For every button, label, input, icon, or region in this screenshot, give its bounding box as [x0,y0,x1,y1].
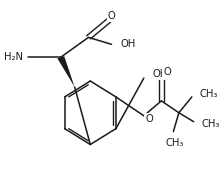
Text: O: O [163,67,171,77]
Text: OH: OH [121,39,136,49]
Text: CH₃: CH₃ [201,119,219,129]
Text: CH₃: CH₃ [199,89,217,99]
Text: OH: OH [152,69,167,79]
Polygon shape [57,56,75,87]
Text: O: O [145,114,153,124]
Text: O: O [108,11,115,21]
Text: H₂N: H₂N [4,52,23,62]
Text: CH₃: CH₃ [165,138,183,148]
